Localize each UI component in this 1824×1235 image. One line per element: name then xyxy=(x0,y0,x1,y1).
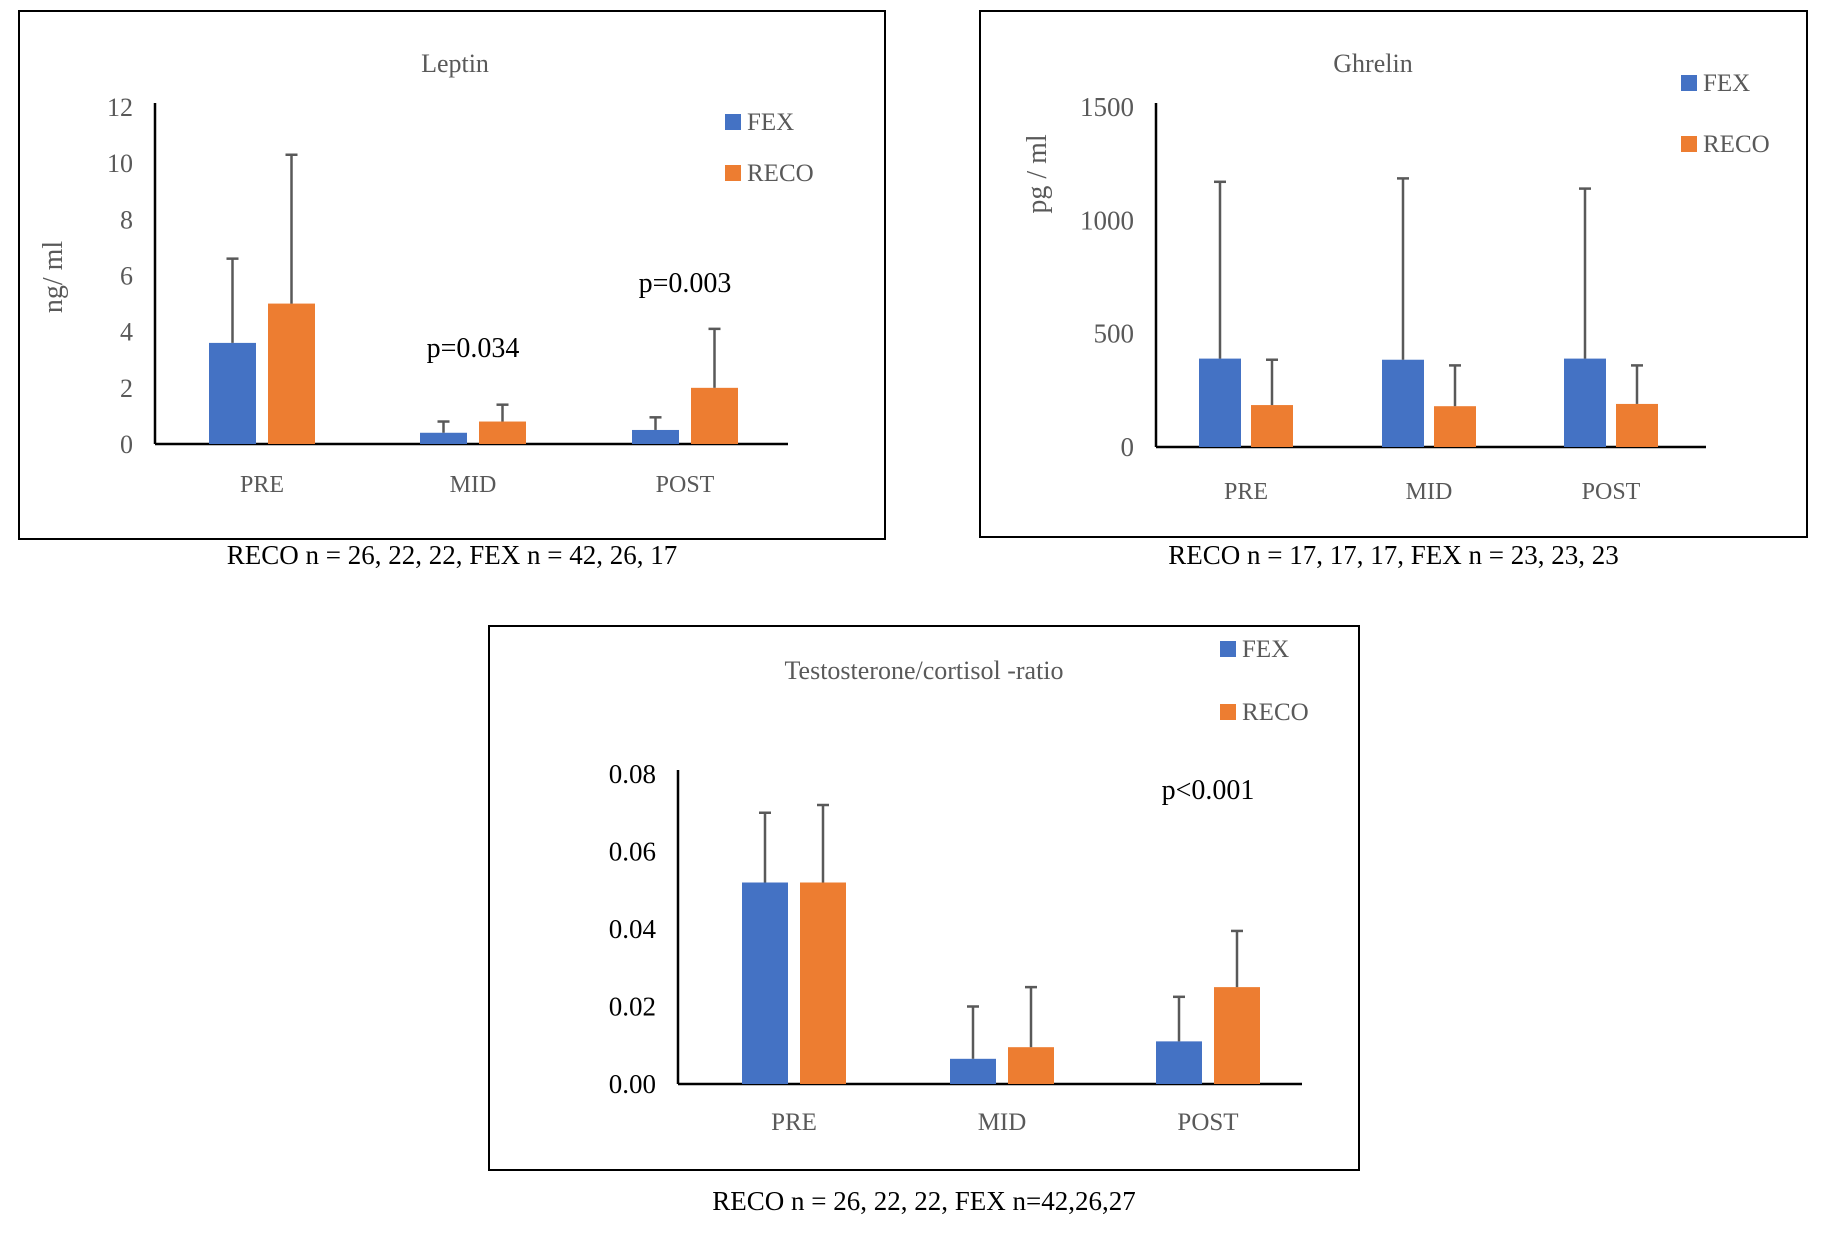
fex-legend-swatch xyxy=(1220,641,1236,657)
fex-bar xyxy=(1564,358,1606,447)
y-tick-label: 8 xyxy=(120,205,133,234)
p-value-annotation: p=0.034 xyxy=(427,333,520,364)
fex-legend-swatch xyxy=(1681,75,1697,91)
y-tick-label: 4 xyxy=(120,318,133,347)
y-tick-label: 0.00 xyxy=(609,1069,656,1099)
y-tick-label: 0.02 xyxy=(609,992,656,1022)
tc-ratio-chart: Testosterone/cortisol -ratio 0.00 0.02 0.04… xyxy=(609,636,1309,1136)
y-tick-label: 0 xyxy=(1121,432,1135,462)
ghrelin-caption: RECO n = 17, 17, 17, FEX n = 23, 23, 23 xyxy=(1168,540,1619,570)
leptin-caption: RECO n = 26, 22, 22, FEX n = 42, 26, 17 xyxy=(226,540,678,570)
reco-legend-swatch xyxy=(1681,136,1697,152)
y-tick-label: 0.08 xyxy=(609,759,656,789)
fex-bar xyxy=(420,432,467,444)
y-tick-label: 0.04 xyxy=(609,914,657,944)
reco-bar xyxy=(268,303,315,444)
y-tick-label: 0 xyxy=(120,430,133,459)
fex-bar xyxy=(1199,358,1241,447)
x-tick-label: PRE xyxy=(1224,479,1268,505)
x-tick-label: MID xyxy=(450,472,497,498)
x-tick-label: PRE xyxy=(771,1109,817,1136)
y-tick-label: 10 xyxy=(107,149,133,178)
x-tick-label: MID xyxy=(978,1109,1027,1136)
y-tick-label: 1500 xyxy=(1080,92,1134,122)
y-axis-label: pg / ml xyxy=(1022,134,1053,214)
chart-panel-leptin: Leptin ng/ ml 0 2 4 6 8 10 12 PRE MID POST FEX RECO p=… xyxy=(18,10,886,540)
y-tick-label: 0.06 xyxy=(609,837,656,867)
fex-bar xyxy=(1156,1041,1202,1084)
fex-bar xyxy=(632,429,679,444)
fex-legend-swatch xyxy=(725,114,741,130)
x-tick-label: MID xyxy=(1406,479,1453,505)
tc-ratio-caption: RECO n = 26, 22, 22, FEX n=42,26,27 xyxy=(712,1186,1136,1216)
fex-bar xyxy=(950,1058,996,1084)
chart-panel-tc-ratio: Testosterone/cortisol -ratio 0.00 0.02 0.04… xyxy=(488,625,1360,1171)
fex-legend-label: FEX xyxy=(1703,70,1750,97)
reco-bar xyxy=(479,421,526,444)
chart-title: Leptin xyxy=(421,49,489,78)
fex-bar xyxy=(209,342,256,444)
fex-bar xyxy=(742,882,788,1084)
reco-legend-swatch xyxy=(725,165,741,181)
x-tick-label: PRE xyxy=(240,472,284,498)
chart-title: Testosterone/cortisol -ratio xyxy=(784,656,1063,685)
leptin-chart: Leptin ng/ ml 0 2 4 6 8 10 12 PRE MID POST FEX RECO p=… xyxy=(38,49,814,498)
fex-legend-label: FEX xyxy=(1242,636,1289,663)
fex-legend-label: FEX xyxy=(747,109,794,136)
chart-title: Ghrelin xyxy=(1333,49,1412,78)
reco-legend-swatch xyxy=(1220,704,1236,720)
x-tick-label: POST xyxy=(1582,479,1641,505)
reco-bar xyxy=(691,387,738,444)
x-tick-label: POST xyxy=(1177,1109,1238,1136)
y-tick-label: 6 xyxy=(120,262,133,291)
reco-legend-label: RECO xyxy=(1703,131,1770,158)
p-value-annotation: p<0.001 xyxy=(1162,775,1255,806)
reco-bar xyxy=(1008,1047,1054,1084)
chart-panel-ghrelin: Ghrelin pg / ml 0 500 1000 1500 PRE MID POST FEX R… xyxy=(979,10,1808,538)
reco-bar xyxy=(1251,405,1293,447)
y-axis-label: ng/ ml xyxy=(38,241,69,314)
y-tick-label: 1000 xyxy=(1080,205,1134,235)
reco-legend-label: RECO xyxy=(1242,699,1309,726)
y-tick-label: 12 xyxy=(107,93,133,122)
reco-legend-label: RECO xyxy=(747,160,814,187)
reco-bar xyxy=(800,882,846,1084)
x-tick-label: POST xyxy=(656,472,715,498)
p-value-annotation: p=0.003 xyxy=(639,268,732,299)
ghrelin-chart: Ghrelin pg / ml 0 500 1000 1500 PRE MID POST FEX R… xyxy=(1022,49,1770,505)
y-tick-label: 500 xyxy=(1094,319,1135,349)
fex-bar xyxy=(1382,359,1424,447)
reco-bar xyxy=(1434,406,1476,447)
reco-bar xyxy=(1214,987,1260,1084)
reco-bar xyxy=(1616,403,1658,447)
y-tick-label: 2 xyxy=(120,374,133,403)
